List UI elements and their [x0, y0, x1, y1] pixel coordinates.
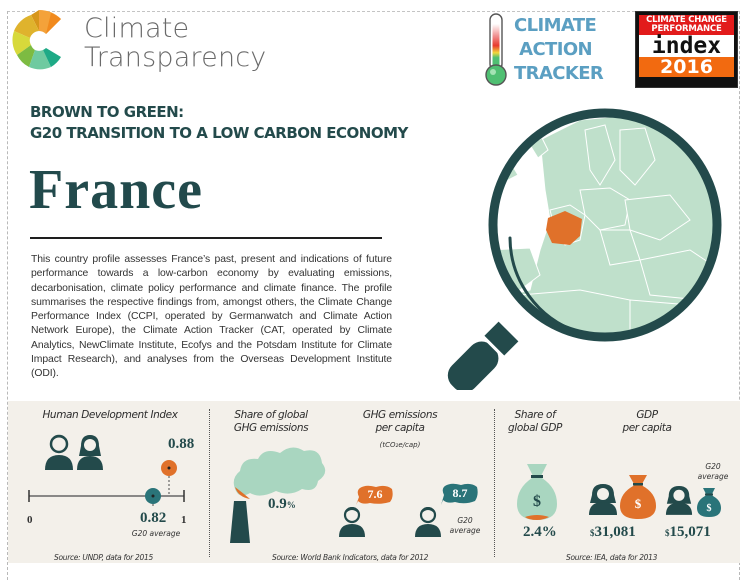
gdp-g20-label: G20 average	[693, 462, 733, 482]
gdp-g20-label-1: G20	[705, 462, 721, 471]
gdp-pc-number: 31,081	[594, 524, 636, 540]
section-divider-2	[494, 409, 495, 557]
emissions-source: Source: World Bank Indicators, data for …	[272, 553, 429, 562]
gdp-pc-title-1: GDP	[636, 409, 658, 421]
ghg-g20-label: G20 average	[445, 516, 485, 536]
ccpi-title: CLIMATE CHANGE PERFORMANCE	[639, 15, 734, 35]
teal-money-bag-icon: $	[697, 488, 721, 517]
page-border-top	[7, 11, 740, 12]
hdi-title: Human Development Index	[42, 409, 178, 421]
gdp-pc-g20-number: 15,071	[669, 524, 711, 540]
gdp-source: Source: IEA, data for 2013	[566, 553, 658, 562]
country-title: France	[29, 159, 203, 221]
gdp-share-title: Share of global GDP	[495, 409, 575, 435]
climate-transparency-logo-text: Climate Transparency	[84, 14, 267, 72]
currency-symbol-g20: $	[665, 528, 670, 538]
ccpi-line-1: CLIMATE CHANGE	[646, 15, 727, 25]
hdi-axis-min: 0	[27, 514, 33, 526]
page-border-right	[739, 11, 740, 580]
person-g20-icon	[415, 507, 441, 537]
cat-line-1: CLIMATE	[514, 15, 597, 36]
ghg-share-value: 0.9%	[268, 496, 296, 513]
smokestack-cloud-icon	[230, 447, 326, 543]
title-divider	[30, 237, 382, 239]
ghg-per-capita-unit: (tCO₂e/cap)	[379, 441, 421, 449]
logo-line-2: Transparency	[84, 42, 267, 73]
gdp-pc-title-2: per capita	[622, 422, 672, 434]
cat-line-3: TRACKER	[514, 63, 604, 84]
ghg-share-unit: %	[286, 500, 296, 510]
orange-money-bag-icon: $	[620, 475, 656, 519]
person-icon	[339, 507, 365, 537]
hdi-axis-max: 1	[181, 514, 187, 526]
ghg-pc-title-1: GHG emissions	[362, 409, 438, 421]
ccpi-index-word: index	[639, 35, 734, 58]
svg-text:$: $	[533, 493, 541, 510]
ghg-g20-label-2: average	[449, 526, 481, 535]
section-divider-1	[209, 409, 210, 557]
hdi-g20-value: 0.82	[140, 510, 167, 526]
woman-icon	[589, 484, 617, 515]
gdp-share-title-2: global GDP	[508, 422, 562, 434]
key-indicators-band	[8, 401, 740, 563]
gdp-per-capita-value: $31,081	[590, 524, 636, 541]
ccpi-2016-logo: CLIMATE CHANGE PERFORMANCE index 2016	[635, 11, 738, 88]
svg-text:$: $	[707, 503, 712, 514]
cat-line-2: ACTION	[519, 39, 592, 60]
ghg-per-capita-g20-value: 8.7	[452, 486, 468, 500]
woman-g20-icon	[665, 486, 693, 515]
hdi-value: 0.88	[168, 436, 195, 452]
ccpi-year: 2016	[639, 57, 734, 77]
ghg-pc-title-2: per capita	[375, 422, 425, 434]
ghg-share-title-2: GHG emissions	[233, 422, 309, 434]
thermometer-icon	[485, 13, 507, 86]
ghg-share-title: Share of global GHG emissions	[222, 409, 320, 435]
currency-symbol: $	[590, 528, 595, 538]
page-border-left	[7, 11, 8, 580]
teal-speech-cloud-icon	[441, 483, 478, 505]
logo-line-1: Climate	[84, 13, 190, 44]
gdp-per-capita-title: GDP per capita	[612, 409, 682, 435]
hdi-g20-label: G20 average	[131, 529, 181, 538]
climate-action-tracker-logo: CLIMATE ACTION TRACKER	[514, 14, 604, 86]
report-subtitle: BROWN TO GREEN: G20 TRANSITION TO A LOW …	[30, 102, 408, 144]
gdp-g20-label-2: average	[697, 472, 729, 481]
ghg-share-title-1: Share of global	[234, 409, 308, 421]
orange-speech-cloud-icon	[356, 485, 393, 505]
ccpi-line-2: PERFORMANCE	[651, 24, 722, 34]
subtitle-line-2: G20 TRANSITION TO A LOW CARBON ECONOMY	[30, 124, 408, 142]
hdi-scale-chart	[28, 460, 185, 508]
climate-transparency-logo-icon	[12, 9, 61, 70]
svg-text:$: $	[635, 496, 642, 511]
magnifier-europe-map-icon	[447, 108, 722, 390]
ghg-g20-label-1: G20	[457, 516, 473, 525]
ghg-per-capita-title: GHG emissions per capita	[345, 409, 455, 435]
ghg-share-number: 0.9	[268, 496, 287, 512]
subtitle-line-1: BROWN TO GREEN:	[30, 103, 184, 121]
gdp-share-value: 2.4%	[523, 524, 557, 540]
intro-paragraph: This country profile assesses France’s p…	[31, 254, 392, 380]
money-bag-icon: $	[517, 464, 557, 520]
gdp-per-capita-g20-value: $15,071	[665, 524, 711, 541]
man-woman-icon	[45, 434, 103, 470]
gdp-share-title-1: Share of	[514, 409, 556, 421]
hdi-source: Source: UNDP, data for 2015	[54, 553, 153, 562]
ghg-per-capita-value: 7.6	[367, 487, 383, 501]
